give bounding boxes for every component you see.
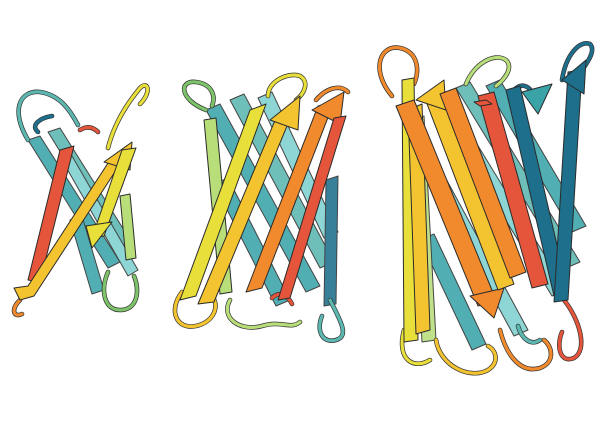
loop xyxy=(225,298,302,329)
loop xyxy=(266,73,307,102)
strand-arrow xyxy=(561,59,587,95)
loop xyxy=(105,83,150,151)
strand xyxy=(323,175,339,307)
strand xyxy=(119,193,137,261)
strand xyxy=(407,103,431,335)
loop xyxy=(464,55,511,88)
loop xyxy=(557,298,583,361)
loop xyxy=(516,324,542,344)
loop xyxy=(33,114,54,134)
strand-arrow xyxy=(85,221,113,249)
strand xyxy=(439,87,527,279)
loop xyxy=(498,328,553,371)
loop xyxy=(318,298,345,343)
loop xyxy=(433,337,498,376)
loop xyxy=(106,83,150,150)
loop xyxy=(78,125,100,134)
medium-barrel xyxy=(172,72,351,343)
large-barrel xyxy=(377,41,595,376)
large-barrel-front-strands xyxy=(395,59,587,343)
strand-arrow xyxy=(521,83,553,115)
loop xyxy=(560,41,594,82)
strand-arrow xyxy=(469,287,505,319)
loop xyxy=(400,328,432,366)
loop xyxy=(12,298,24,317)
strand xyxy=(277,115,347,301)
loop xyxy=(102,270,139,312)
loop xyxy=(314,86,350,102)
loop xyxy=(17,90,80,142)
strand-arrow xyxy=(311,91,345,125)
loop xyxy=(434,338,498,375)
strand-arrow xyxy=(269,95,301,131)
loop xyxy=(182,80,216,112)
small-barrel xyxy=(11,83,150,318)
strand xyxy=(91,147,137,239)
loop xyxy=(377,46,419,98)
loop xyxy=(173,290,218,329)
strand xyxy=(473,99,493,107)
strand xyxy=(477,91,549,289)
medium-barrel-front-strands xyxy=(179,91,347,305)
strand xyxy=(179,103,267,301)
small-barrel-front-strands xyxy=(13,141,137,301)
